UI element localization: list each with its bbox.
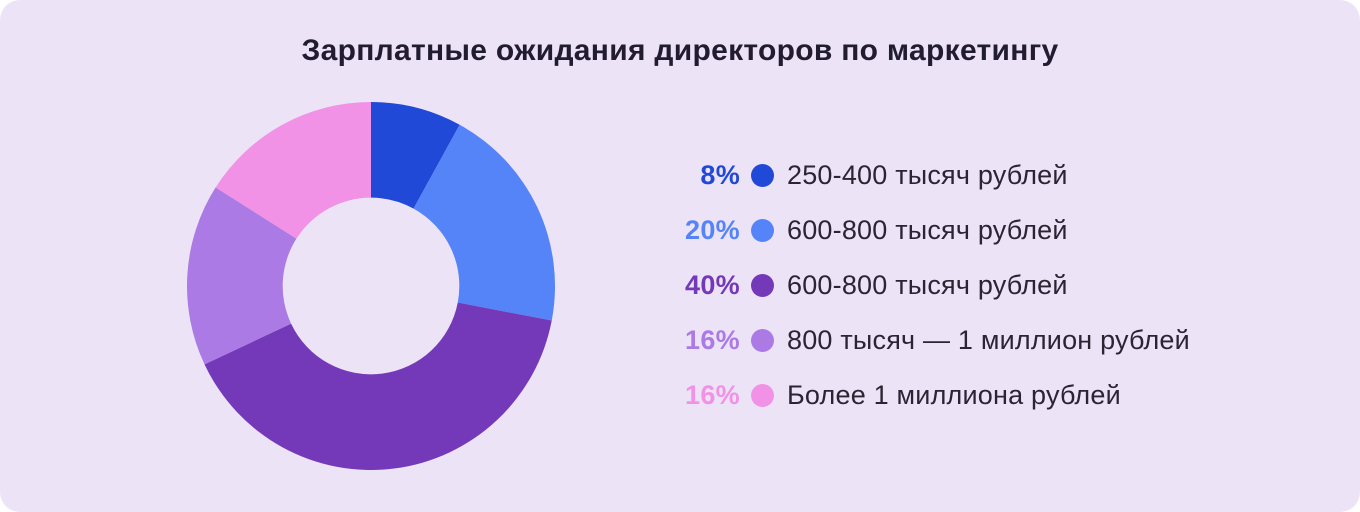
legend: 8% 250-400 тысяч рублей 20% 600-800 тысяч р…: [676, 148, 1190, 423]
legend-item-3: 40% 600-800 тысяч рублей: [676, 258, 1190, 313]
legend-percent: 8%: [700, 160, 740, 190]
legend-percent: 16%: [685, 380, 740, 410]
donut-slice-1: [371, 102, 460, 209]
legend-dot-icon: [751, 329, 774, 352]
legend-label: 250-400 тысяч рублей: [787, 160, 1068, 190]
legend-percent: 40%: [685, 270, 740, 300]
legend-dot-icon: [751, 164, 774, 187]
chart-title: Зарплатные ожидания директоров по маркет…: [301, 34, 1059, 67]
legend-dot-icon: [751, 219, 774, 242]
legend-item-5: 16% Более 1 миллиона рублей: [676, 368, 1190, 423]
legend-item-2: 20% 600-800 тысяч рублей: [676, 203, 1190, 258]
donut-chart: [187, 102, 555, 470]
donut-slice-5: [215, 102, 371, 239]
donut-slice-4: [187, 187, 297, 365]
legend-percent: 20%: [685, 215, 740, 245]
donut-slice-2: [413, 124, 555, 321]
legend-label: 600-800 тысяч рублей: [787, 215, 1068, 245]
legend-dot-icon: [751, 384, 774, 407]
legend-dot-icon: [751, 274, 774, 297]
legend-item-4: 16% 800 тысяч — 1 миллион рублей: [676, 313, 1190, 368]
donut-slice-3: [204, 302, 552, 470]
legend-label: 800 тысяч — 1 миллион рублей: [787, 325, 1190, 355]
legend-label: Более 1 миллиона рублей: [787, 380, 1121, 410]
legend-item-1: 8% 250-400 тысяч рублей: [676, 148, 1190, 203]
legend-label: 600-800 тысяч рублей: [787, 270, 1068, 300]
legend-percent: 16%: [685, 325, 740, 355]
